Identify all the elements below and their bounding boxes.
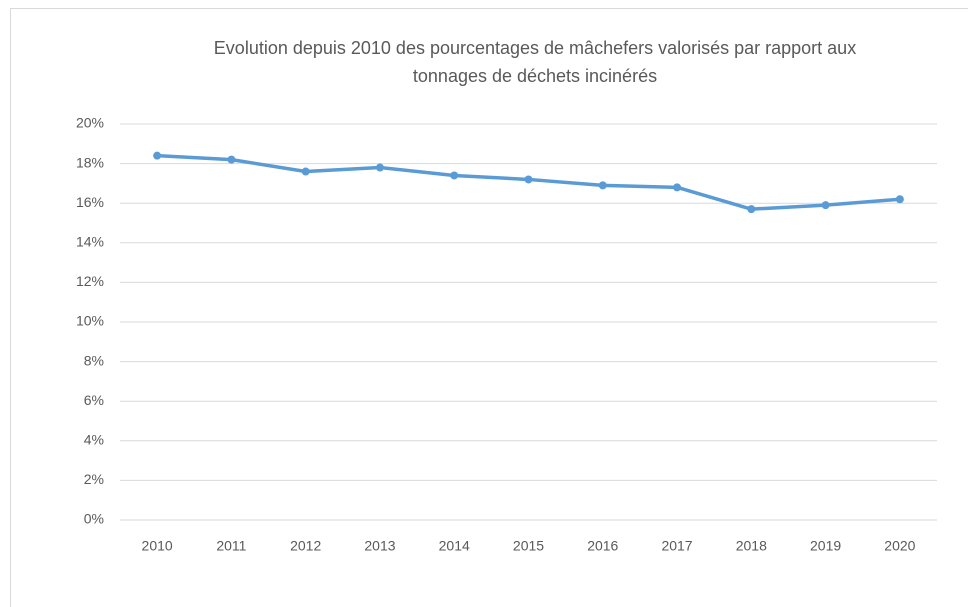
data-point [895,195,904,204]
x-tick-label: 2020 [884,538,915,554]
y-tick-label: 6% [84,392,104,408]
data-point [524,175,533,184]
y-tick-label: 2% [84,471,104,487]
data-point [673,183,682,192]
x-tick-label: 2016 [587,538,618,554]
y-tick-label: 8% [84,352,104,368]
x-tick-label: 2013 [364,538,395,554]
chart-title: Evolution depuis 2010 des pourcentages d… [213,38,857,86]
data-point [375,163,384,172]
x-tick-label: 2019 [810,538,841,554]
data-point [153,151,162,160]
y-tick-label: 12% [76,273,104,289]
y-tick-label: 16% [76,194,104,210]
x-tick-label: 2017 [661,538,692,554]
data-point [227,155,236,164]
data-point [747,205,756,214]
x-tick-label: 2011 [216,538,246,554]
y-tick-label: 0% [84,511,104,527]
data-point [821,201,830,210]
y-tick-label: 14% [76,234,104,250]
y-tick-label: 20% [76,115,104,131]
x-tick-label: 2018 [736,538,767,554]
y-tick-label: 18% [76,154,104,170]
y-tick-label: 4% [84,432,104,448]
data-point [598,181,607,190]
x-tick-label: 2015 [513,538,544,554]
x-tick-label: 2014 [439,538,470,554]
y-tick-label: 10% [76,313,104,329]
x-tick-label: 2012 [290,538,321,554]
chart-border [10,8,968,607]
data-point [450,171,459,180]
x-tick-label: 2010 [142,538,173,554]
data-point [301,167,310,176]
